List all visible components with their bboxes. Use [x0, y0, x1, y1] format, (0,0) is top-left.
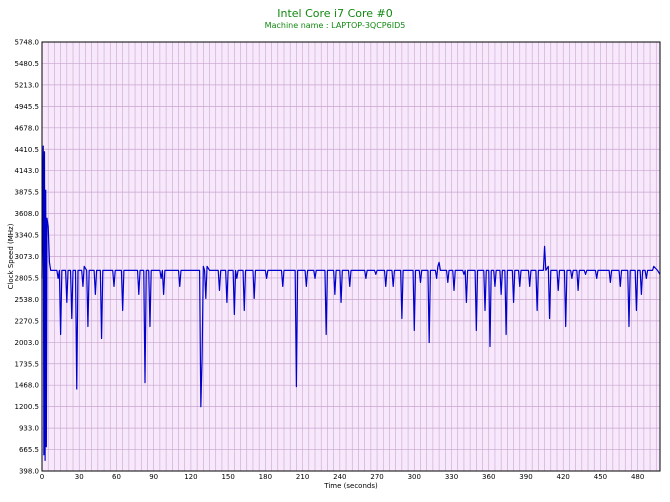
- x-tick-label: 300: [408, 473, 421, 481]
- y-tick-label: 1468.0: [15, 382, 40, 390]
- x-tick-label: 240: [333, 473, 346, 481]
- y-tick-label: 4678.0: [15, 124, 40, 132]
- x-tick-label: 450: [594, 473, 607, 481]
- y-tick-label: 2003.0: [15, 339, 40, 347]
- x-tick-label: 90: [149, 473, 158, 481]
- plot-frame: [41, 41, 661, 472]
- x-tick-labels: 0 30 60 90 120 150 180 210 240 270 300 330 360 390 420…: [40, 473, 645, 481]
- x-tick-label: 150: [221, 473, 234, 481]
- y-tick-label: 5748.0: [15, 39, 40, 47]
- x-axis-label: Time (seconds): [323, 482, 378, 490]
- y-tick-label: 398.0: [19, 468, 39, 476]
- y-tick-label: 4143.0: [15, 167, 40, 175]
- y-tick-label: 2270.5: [15, 317, 40, 325]
- y-tick-label: 1200.5: [15, 403, 40, 411]
- y-tick-label: 665.5: [19, 446, 39, 454]
- y-tick-label: 2538.0: [15, 296, 40, 304]
- x-tick-label: 330: [445, 473, 458, 481]
- y-tick-label: 1735.5: [15, 360, 40, 368]
- y-tick-label: 4945.5: [15, 103, 40, 111]
- x-tick-label: 360: [482, 473, 495, 481]
- x-tick-label: 270: [370, 473, 383, 481]
- clock-speed-series-line: [41, 145, 661, 462]
- y-tick-label: 933.0: [19, 425, 39, 433]
- y-tick-labels: 398.0 665.5 933.0 1200.5 1468.0 1735.5 2003.0 2…: [15, 39, 40, 476]
- x-tick-label: 390: [519, 473, 532, 481]
- chart-subtitle: Machine name : LAPTOP-3QCP6ID5: [264, 21, 406, 30]
- x-tick-label: 480: [631, 473, 644, 481]
- x-tick-label: 0: [40, 473, 44, 481]
- chart-title: Intel Core i7 Core #0: [277, 7, 393, 20]
- y-tick-label: 3875.5: [15, 189, 40, 197]
- y-tick-label: 2805.5: [15, 274, 40, 282]
- y-tick-label: 5480.5: [15, 60, 40, 68]
- y-tick-label: 4410.5: [15, 146, 40, 154]
- x-tick-label: 210: [296, 473, 309, 481]
- x-tick-label: 60: [112, 473, 121, 481]
- y-axis-label: Clock Speed (MHz): [7, 223, 15, 289]
- x-tick-label: 180: [259, 473, 272, 481]
- y-tick-label: 3073.0: [15, 253, 40, 261]
- y-tick-label: 3608.0: [15, 210, 40, 218]
- x-tick-label: 30: [75, 473, 84, 481]
- grid-lines: [42, 41, 660, 472]
- x-tick-label: 420: [557, 473, 570, 481]
- y-tick-label: 3340.5: [15, 232, 40, 240]
- y-tick-label: 5213.0: [15, 81, 40, 89]
- x-tick-label: 120: [184, 473, 197, 481]
